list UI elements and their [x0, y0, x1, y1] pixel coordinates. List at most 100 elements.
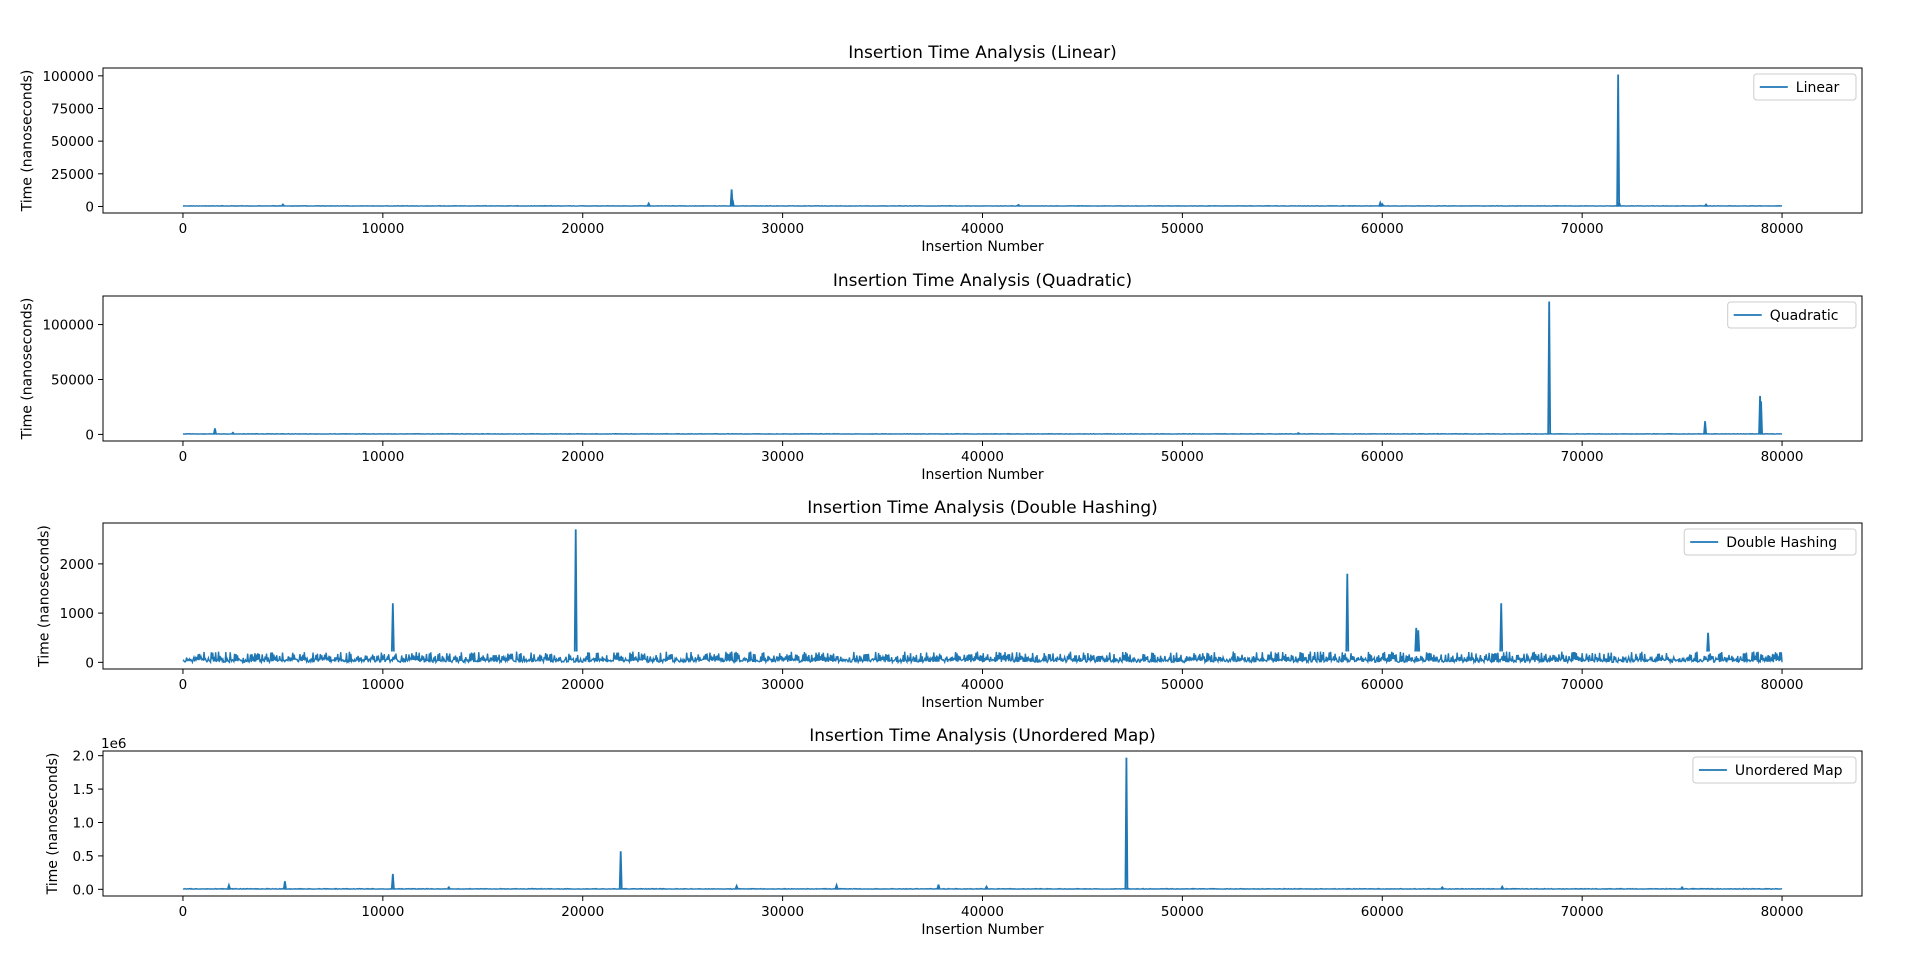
x-axis-label: Insertion Number — [921, 467, 1043, 483]
y-tick-label: 100000 — [42, 318, 94, 334]
spike-point — [1124, 757, 1129, 889]
x-tick-label: 40000 — [961, 221, 1004, 237]
x-tick-label: 70000 — [1561, 449, 1604, 465]
spike-point — [1499, 603, 1504, 652]
chart-title: Insertion Time Analysis (Double Hashing) — [807, 498, 1158, 518]
spike-point — [1703, 421, 1707, 434]
y-tick-label: 1.0 — [73, 815, 94, 831]
x-tick-label: 0 — [179, 904, 188, 920]
y-tick-label: 1000 — [60, 606, 94, 622]
x-tick-label: 60000 — [1361, 221, 1404, 237]
spike-point — [936, 884, 941, 889]
spike-point — [231, 431, 235, 435]
spike-point — [1296, 432, 1300, 435]
series-line — [182, 887, 1783, 890]
y-tick-label: 0 — [85, 655, 94, 671]
y-tick-label: 100000 — [42, 69, 94, 85]
spike-point — [618, 851, 623, 889]
x-tick-label: 10000 — [361, 221, 404, 237]
y-tick-label: 50000 — [51, 372, 94, 388]
x-tick-label: 30000 — [761, 904, 804, 920]
spike-point — [646, 201, 651, 207]
y-axis-label: Time (nanoseconds) — [19, 298, 35, 441]
y-tick-label: 0 — [85, 199, 94, 215]
x-tick-label: 0 — [179, 677, 188, 693]
y-tick-label: 2000 — [60, 557, 94, 573]
x-tick-label: 70000 — [1561, 904, 1604, 920]
x-tick-label: 50000 — [1161, 904, 1204, 920]
x-tick-label: 70000 — [1561, 221, 1604, 237]
spike-point — [834, 882, 839, 889]
x-tick-label: 30000 — [761, 677, 804, 693]
x-axis-label: Insertion Number — [921, 239, 1043, 255]
x-tick-label: 30000 — [761, 449, 804, 465]
spike-point — [1345, 573, 1350, 652]
spike-point — [984, 884, 989, 889]
subplot-2: Insertion Time Analysis (Quadratic) 0 1000… — [19, 271, 1863, 483]
y-axis-label: Time (nanoseconds) — [37, 525, 53, 668]
chart-title: Insertion Time Analysis (Unordered Map) — [809, 726, 1155, 746]
spike-point — [227, 882, 231, 889]
x-tick-label: 60000 — [1361, 904, 1404, 920]
y-tick-label: 1.5 — [73, 782, 94, 798]
y-tick-label: 50000 — [51, 134, 94, 150]
y-axis-label: Time (nanoseconds) — [19, 70, 35, 213]
y-tick-label: 0.0 — [73, 882, 94, 898]
legend-box — [1727, 301, 1857, 329]
spike-point — [281, 203, 285, 207]
subplot-1: Insertion Time Analysis (Linear) 0 10000 20… — [19, 43, 1863, 255]
spike-point — [1704, 203, 1708, 207]
legend: Quadratic — [1727, 301, 1857, 329]
x-tick-label: 20000 — [561, 449, 604, 465]
legend-label: Unordered Map — [1735, 763, 1843, 779]
x-tick-label: 0 — [179, 449, 188, 465]
legend-box — [1692, 756, 1857, 784]
spike-point — [1616, 74, 1621, 206]
x-axis-label: Insertion Number — [921, 695, 1043, 711]
subplot-3: Insertion Time Analysis (Double Hashing)… — [37, 498, 1863, 711]
legend-label: Double Hashing — [1726, 535, 1837, 551]
x-tick-label: 60000 — [1361, 677, 1404, 693]
spike-point — [1380, 202, 1385, 207]
y-axis-label: Time (nanoseconds) — [45, 753, 61, 896]
x-tick-label: 30000 — [761, 221, 804, 237]
spike-point — [1706, 632, 1710, 652]
legend-box — [1753, 73, 1857, 101]
legend-box — [1683, 528, 1857, 556]
x-tick-label: 40000 — [961, 449, 1004, 465]
spike-point — [573, 529, 578, 652]
x-tick-label: 10000 — [361, 449, 404, 465]
spike-point — [1016, 203, 1021, 207]
y-tick-label: 0.5 — [73, 849, 94, 865]
x-tick-label: 50000 — [1161, 221, 1204, 237]
x-tick-label: 40000 — [961, 904, 1004, 920]
spike-point — [1500, 884, 1504, 889]
x-tick-label: 80000 — [1761, 449, 1804, 465]
x-tick-label: 0 — [179, 221, 188, 237]
subplot-4: Insertion Time Analysis (Unordered Map) 0… — [45, 726, 1863, 938]
legend: Linear — [1753, 73, 1857, 101]
legend: Double Hashing — [1683, 528, 1857, 556]
y-tick-label: 75000 — [51, 101, 94, 117]
spike-point — [283, 881, 287, 889]
spike-point — [447, 885, 451, 890]
spike-point — [1759, 401, 1763, 434]
spike-point — [213, 428, 217, 434]
x-tick-label: 10000 — [361, 677, 404, 693]
x-tick-label: 60000 — [1361, 449, 1404, 465]
x-axis-label: Insertion Number — [921, 922, 1043, 938]
legend: Unordered Map — [1692, 756, 1857, 784]
spike-point — [390, 603, 395, 652]
x-tick-label: 20000 — [561, 221, 604, 237]
x-tick-label: 80000 — [1761, 677, 1804, 693]
x-tick-label: 20000 — [561, 677, 604, 693]
spike-point — [1680, 885, 1684, 890]
subplots: Insertion Time Analysis (Linear)0 10000 20… — [19, 43, 1863, 938]
x-tick-label: 70000 — [1561, 677, 1604, 693]
chart-title: Insertion Time Analysis (Quadratic) — [833, 271, 1132, 291]
x-tick-label: 50000 — [1161, 449, 1204, 465]
spike-point — [1617, 199, 1621, 206]
legend-label: Linear — [1796, 80, 1840, 96]
y-tick-label: 2.0 — [73, 749, 94, 765]
